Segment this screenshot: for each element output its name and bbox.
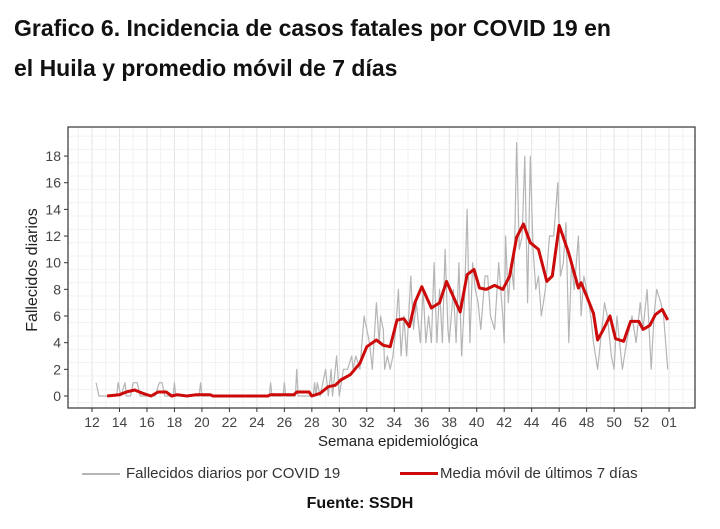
x-tick-label: 50 bbox=[606, 414, 622, 430]
x-tick-label: 36 bbox=[414, 414, 430, 430]
x-tick-label: 34 bbox=[386, 414, 402, 430]
legend-item-moving-avg: Media móvil de últimos 7 días bbox=[400, 465, 638, 482]
x-tick-label: 52 bbox=[634, 414, 650, 430]
x-tick-label: 24 bbox=[249, 414, 265, 430]
grid bbox=[68, 127, 695, 408]
x-tick-label: 30 bbox=[332, 414, 348, 430]
x-tick-label: 20 bbox=[194, 414, 210, 430]
title-line-1: Grafico 6. Incidencia de casos fatales p… bbox=[14, 15, 611, 41]
y-tick-label: 8 bbox=[53, 281, 61, 297]
y-tick-label: 16 bbox=[45, 175, 61, 191]
x-tick-label: 01 bbox=[661, 414, 677, 430]
chart-title: Grafico 6. Incidencia de casos fatales p… bbox=[14, 8, 714, 88]
x-tick-label: 12 bbox=[84, 414, 100, 430]
x-tick-label: 38 bbox=[441, 414, 457, 430]
y-tick-label: 4 bbox=[53, 335, 61, 351]
x-tick-label: 42 bbox=[496, 414, 512, 430]
legend-swatch-daily bbox=[82, 472, 120, 475]
source-note: Fuente: SSDH bbox=[306, 495, 414, 512]
y-tick-label: 14 bbox=[45, 201, 61, 217]
plot-frame bbox=[67, 126, 696, 409]
x-tick-label: 44 bbox=[524, 414, 540, 430]
x-tick-label: 22 bbox=[222, 414, 238, 430]
y-tick-label: 18 bbox=[45, 148, 61, 164]
y-tick-label: 12 bbox=[45, 228, 61, 244]
y-tick-label: 6 bbox=[53, 308, 61, 324]
x-tick-label: 40 bbox=[469, 414, 485, 430]
x-tick-label: 18 bbox=[167, 414, 183, 430]
y-tick-label: 10 bbox=[45, 255, 61, 271]
x-tick-label: 14 bbox=[112, 414, 128, 430]
x-axis-title: Semana epidemiológica bbox=[318, 433, 479, 450]
series-layer bbox=[95, 142, 670, 398]
legend-label-daily: Fallecidos diarios por COVID 19 bbox=[126, 465, 341, 482]
y-axis-title: Fallecidos diarios bbox=[24, 208, 41, 332]
series-line-daily-deaths bbox=[95, 142, 669, 397]
y-tick-label: 2 bbox=[53, 361, 61, 377]
x-tick-label: 48 bbox=[579, 414, 595, 430]
legend-swatch-moving-avg bbox=[400, 472, 438, 475]
title-line-2: el Huila y promedio móvil de 7 días bbox=[14, 55, 398, 81]
series-line-moving-average bbox=[106, 222, 670, 398]
x-tick-label: 26 bbox=[277, 414, 293, 430]
legend-label-moving-avg: Media móvil de últimos 7 días bbox=[440, 465, 638, 482]
x-tick-label: 46 bbox=[551, 414, 567, 430]
x-tick-label: 32 bbox=[359, 414, 375, 430]
x-tick-label: 16 bbox=[139, 414, 155, 430]
x-tick-label: 28 bbox=[304, 414, 320, 430]
y-tick-label: 0 bbox=[53, 388, 61, 404]
legend-item-daily: Fallecidos diarios por COVID 19 bbox=[82, 465, 340, 482]
